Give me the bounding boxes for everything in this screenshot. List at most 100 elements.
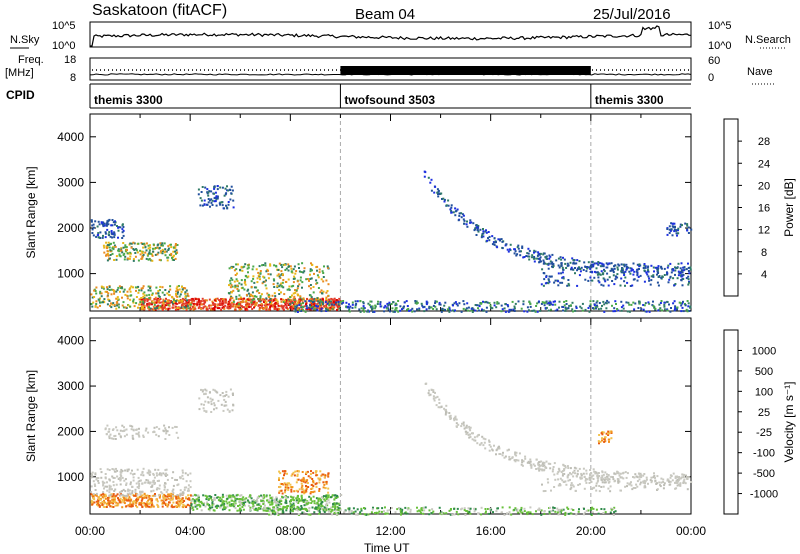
range-cell — [163, 493, 166, 496]
freq-unit-label: [MHz] — [5, 67, 34, 79]
range-cell — [547, 282, 550, 285]
range-cell — [331, 513, 334, 516]
range-cell — [550, 262, 553, 265]
range-cell — [268, 296, 271, 299]
range-cell — [538, 469, 541, 472]
range-cell — [273, 304, 276, 307]
range-cell — [265, 306, 268, 309]
range-cell — [460, 310, 463, 313]
range-cell — [168, 304, 171, 307]
range-cell — [360, 509, 363, 512]
range-cell — [280, 508, 283, 511]
range-cell — [673, 300, 676, 303]
range-cell — [315, 482, 318, 485]
range-cell — [495, 453, 497, 456]
range-cell — [162, 301, 165, 304]
range-cell — [680, 279, 683, 281]
range-cell — [687, 262, 689, 265]
range-cell — [563, 473, 566, 475]
range-cell — [256, 498, 258, 501]
range-cell — [306, 298, 309, 300]
range-cell — [645, 271, 648, 274]
range-cell — [90, 491, 93, 493]
range-cell — [120, 468, 123, 471]
range-cell — [377, 507, 380, 510]
range-cell — [113, 244, 116, 247]
range-cell — [111, 498, 114, 501]
range-cell — [462, 214, 465, 217]
range-cell — [516, 510, 519, 513]
range-cell — [260, 499, 263, 501]
range-cell — [330, 506, 333, 509]
range-cell — [324, 307, 327, 310]
range-cell — [363, 513, 366, 516]
range-cell — [305, 490, 308, 493]
range-cell — [604, 471, 607, 474]
range-cell — [162, 495, 165, 498]
range-cell — [444, 413, 447, 416]
range-cell — [137, 433, 140, 436]
range-cell — [486, 301, 489, 304]
range-cell — [154, 468, 157, 471]
range-cell — [309, 287, 312, 290]
range-cell — [443, 198, 446, 201]
range-cell — [227, 201, 230, 203]
range-cell — [327, 283, 330, 286]
range-cell — [324, 507, 327, 510]
range-cell — [528, 301, 531, 303]
range-cell — [142, 474, 145, 477]
range-cell — [630, 303, 633, 306]
range-cell — [582, 269, 585, 271]
range-cell — [210, 497, 212, 500]
range-cell — [252, 507, 255, 509]
range-cell — [233, 269, 236, 272]
range-cell — [314, 507, 317, 510]
range-cell — [334, 509, 337, 512]
range-cell — [296, 304, 299, 307]
range-cell — [282, 298, 284, 301]
range-cell — [123, 498, 126, 500]
range-cell — [157, 292, 160, 295]
range-cell — [103, 224, 106, 227]
range-cell — [282, 483, 285, 486]
range-cell — [543, 510, 546, 513]
range-cell — [135, 498, 138, 501]
range-cell — [620, 277, 623, 280]
range-cell — [548, 280, 551, 283]
range-cell — [168, 307, 171, 310]
range-cell — [164, 307, 167, 310]
range-cell — [660, 481, 663, 484]
range-cell — [183, 488, 186, 491]
range-cell — [250, 285, 253, 288]
range-cell — [563, 258, 566, 261]
range-cell — [637, 276, 640, 278]
nave-tick-top: 60 — [708, 55, 720, 67]
range-cell — [268, 501, 271, 504]
range-cell — [537, 508, 540, 511]
range-cell — [230, 277, 233, 280]
range-cell — [166, 300, 169, 303]
range-cell — [163, 484, 166, 487]
range-cell — [119, 287, 122, 289]
range-cell — [439, 406, 442, 409]
range-cell — [685, 308, 688, 311]
range-cell — [152, 305, 155, 308]
range-cell — [255, 286, 258, 289]
range-cell — [561, 276, 564, 279]
range-cell — [500, 304, 503, 307]
range-cell — [113, 259, 116, 261]
range-cell — [359, 310, 362, 313]
range-cell — [105, 224, 108, 227]
range-cell — [291, 506, 294, 509]
range-cell — [625, 263, 628, 266]
range-cell — [165, 301, 168, 304]
range-cell — [298, 303, 301, 306]
range-cell — [511, 300, 514, 303]
range-cell — [124, 469, 127, 472]
range-cell — [463, 427, 466, 430]
range-cell — [653, 306, 656, 309]
range-cell — [258, 299, 260, 302]
range-cell — [269, 263, 272, 266]
range-cell — [628, 303, 631, 306]
range-cell — [100, 285, 103, 288]
